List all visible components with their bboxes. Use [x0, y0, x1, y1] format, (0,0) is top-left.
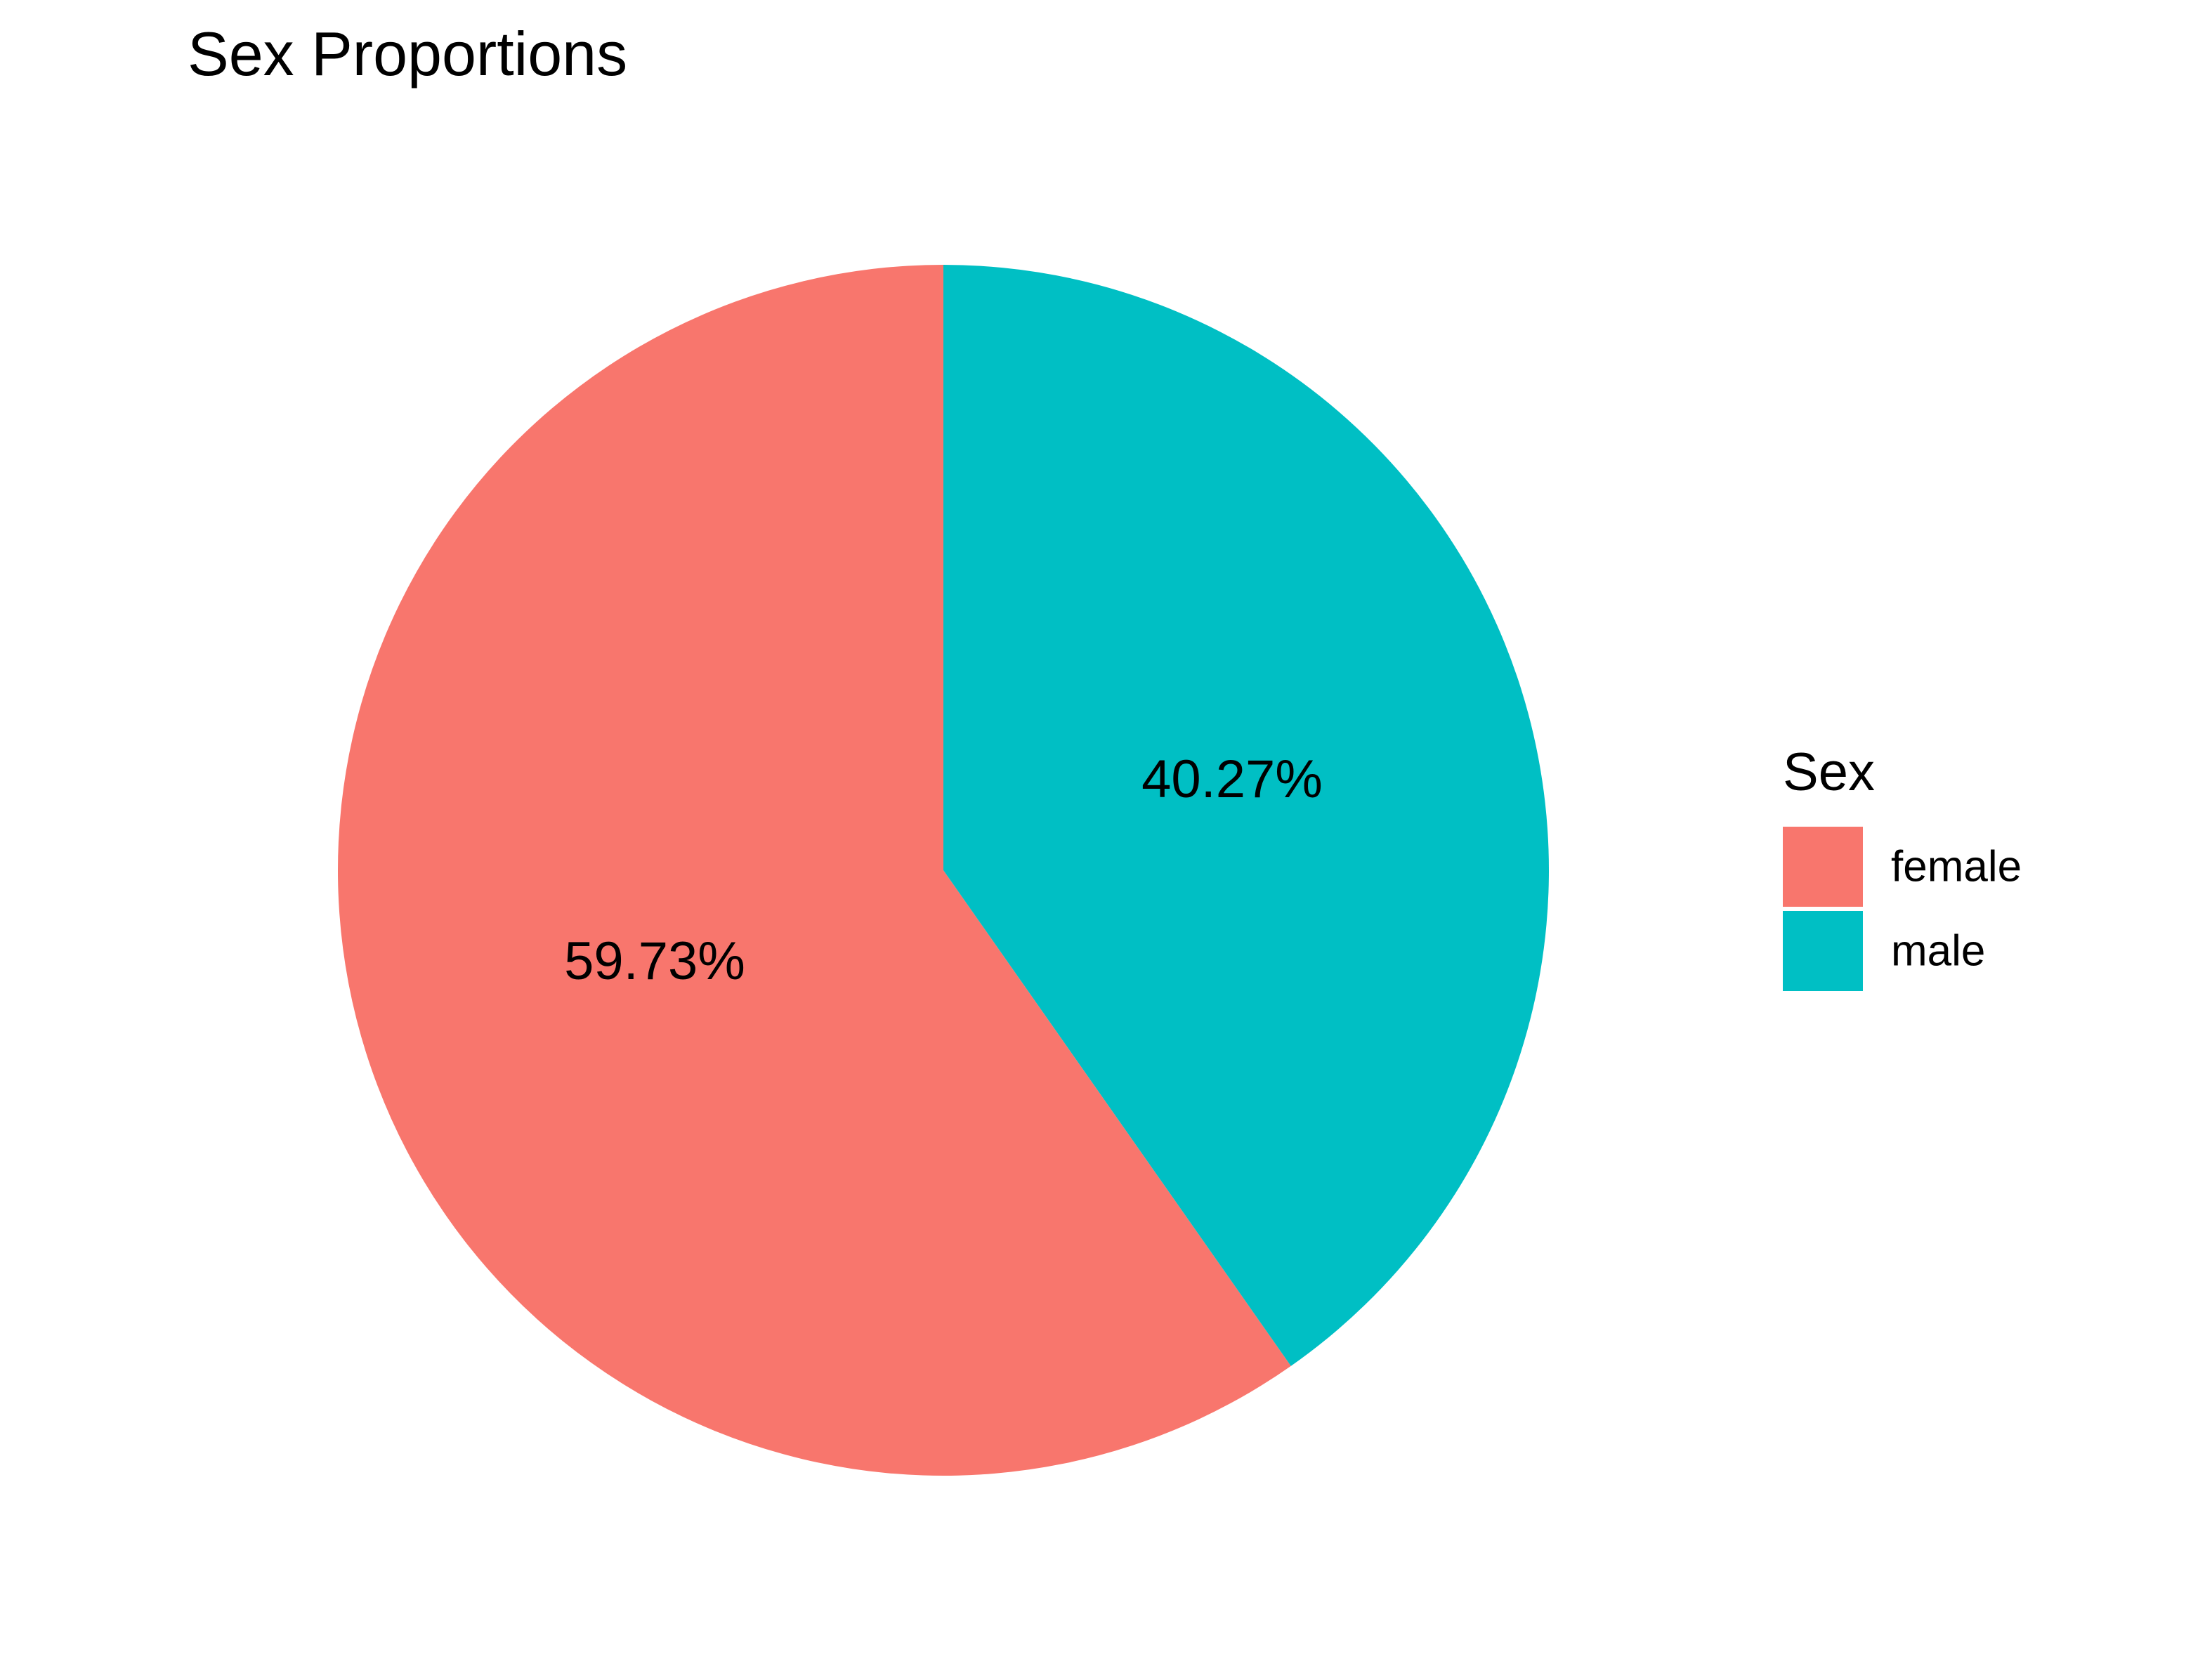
- slice-label-female: 59.73%: [564, 931, 745, 991]
- legend-label-male: male: [1891, 927, 1985, 976]
- pie-slice-labels: 59.73% 40.27%: [564, 749, 1323, 991]
- legend-key-female: [1783, 827, 1863, 907]
- pie-slice-female: [337, 265, 1291, 1476]
- legend: Sex female male: [1783, 742, 2022, 991]
- chart-title: Sex Proportions: [188, 19, 627, 88]
- pie-slice-male: [943, 265, 1549, 1366]
- legend-items: female male: [1783, 827, 2022, 991]
- legend-label-female: female: [1891, 843, 2022, 891]
- legend-key-male: [1783, 911, 1863, 991]
- legend-title: Sex: [1783, 742, 1875, 802]
- slice-label-male: 40.27%: [1141, 749, 1323, 809]
- pie-slices: [337, 265, 1549, 1476]
